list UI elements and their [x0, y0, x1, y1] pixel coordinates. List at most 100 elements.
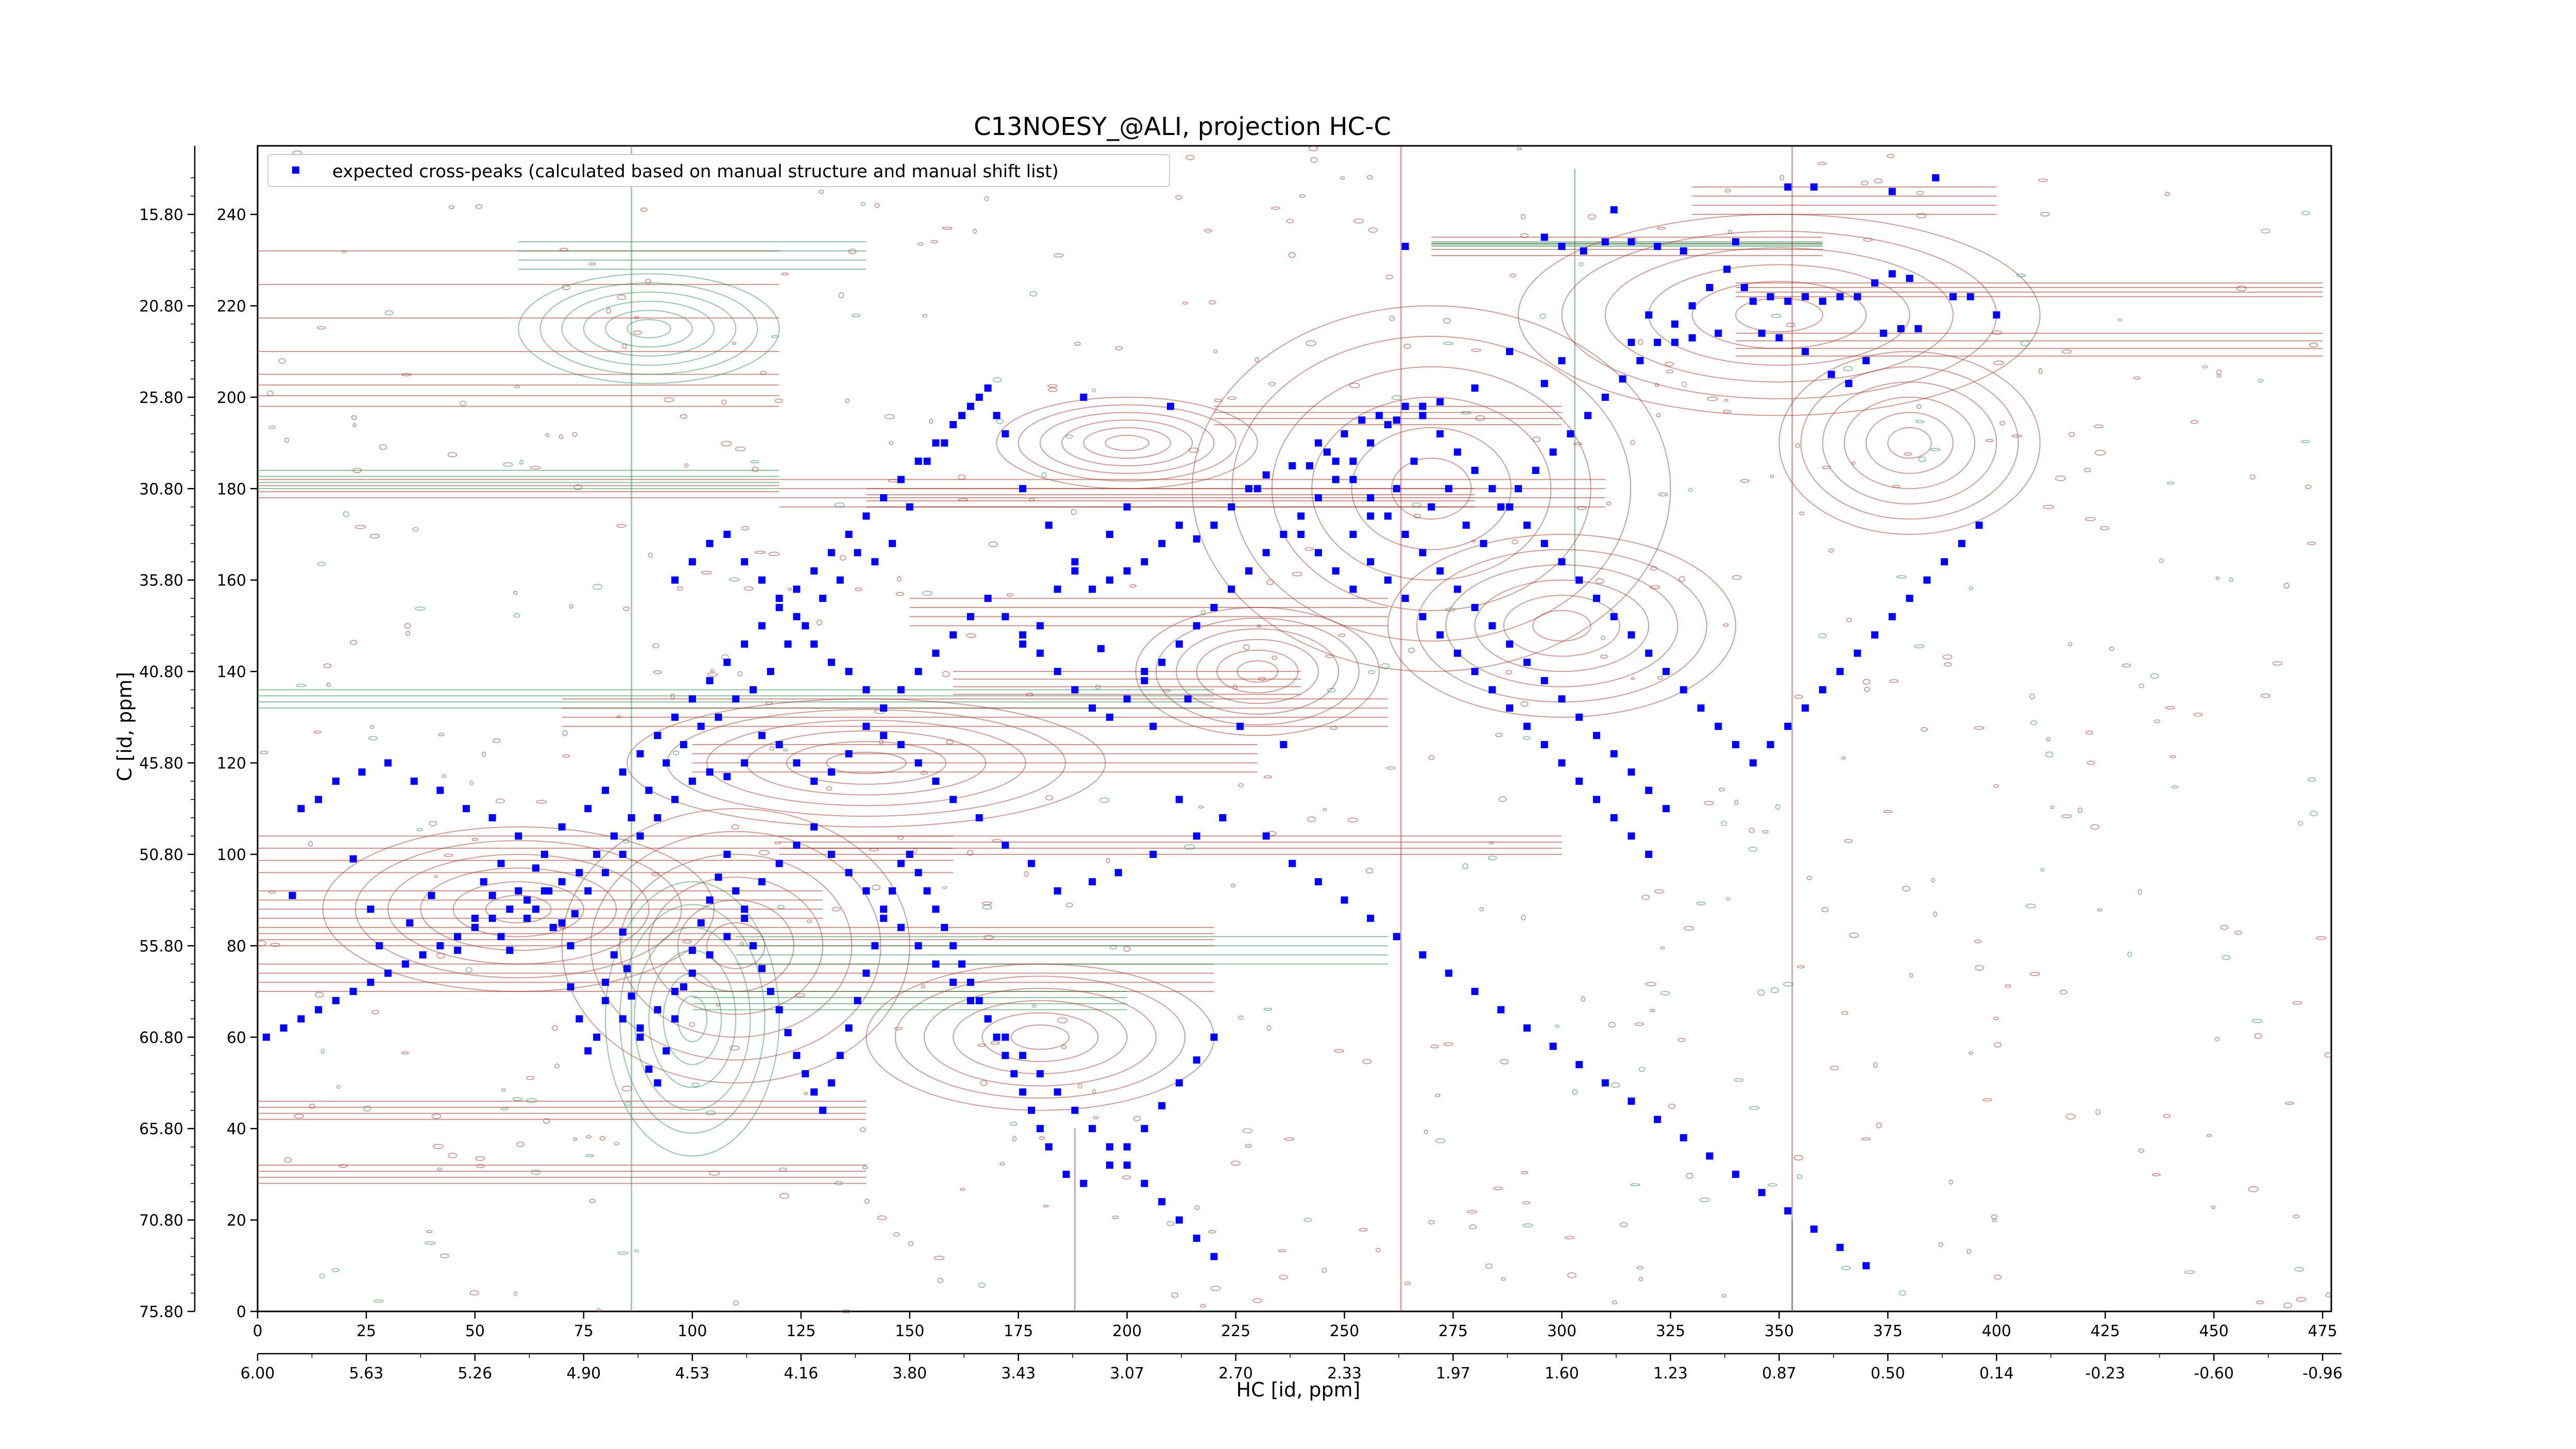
noise-contour — [1430, 1044, 1439, 1049]
noise-contour — [379, 444, 387, 450]
noise-contour — [1286, 218, 1294, 224]
cross-peak-marker — [1036, 1125, 1044, 1133]
noise-contour — [721, 441, 732, 447]
noise-contour — [449, 205, 454, 209]
noise-contour — [1601, 635, 1605, 641]
cross-peak-marker — [1410, 458, 1418, 465]
noise-contour — [855, 587, 862, 592]
cross-peak-marker — [1645, 649, 1653, 657]
noise-contour — [633, 330, 642, 335]
y-ppm-tick-label: 40.80 — [139, 663, 183, 681]
noise-contour — [1720, 821, 1727, 827]
noise-contour — [874, 203, 880, 208]
cross-peak-marker — [671, 796, 679, 803]
cross-peak-marker — [1002, 430, 1009, 437]
noise-contour — [336, 1085, 341, 1089]
cross-peak-marker — [628, 814, 635, 821]
cross-peak-marker — [332, 997, 340, 1004]
noise-contour — [1123, 946, 1131, 952]
noise-contour — [1555, 1024, 1560, 1028]
cross-peak-marker — [706, 540, 714, 547]
x-ppm-tick-label: 4.90 — [566, 1364, 601, 1383]
noise-contour — [1109, 945, 1117, 950]
noise-contour — [2138, 1148, 2145, 1153]
noise-contour — [1635, 1022, 1644, 1026]
noise-contour — [1232, 684, 1238, 690]
x-ppm-tick-label: 3.07 — [1110, 1364, 1144, 1383]
cross-peak-marker — [1428, 503, 1435, 511]
cross-peak-marker — [1549, 1042, 1557, 1050]
cross-peak-marker — [1349, 531, 1357, 538]
noise-contour — [2109, 647, 2114, 651]
cross-peak-marker — [1071, 558, 1079, 566]
cross-peak-marker — [1888, 613, 1896, 620]
cross-peak-marker — [1002, 1052, 1009, 1059]
cross-peak-marker — [1089, 878, 1096, 886]
cross-peak-marker — [1688, 302, 1696, 310]
cross-peak-marker — [1419, 613, 1427, 620]
noise-contour — [2283, 1302, 2292, 1309]
noise-contour — [1209, 300, 1216, 305]
x-ppm-axis: 6.00 5.63 5.26 4.90 4.53 4.16 3.80 3.43 3.07 2.70… — [241, 1353, 2343, 1383]
cross-peak-marker — [932, 439, 940, 447]
y-index-tick-label: 80 — [227, 937, 246, 955]
cross-peak-marker — [349, 855, 357, 863]
noise-contour — [1902, 885, 1910, 892]
cross-peak-marker — [732, 887, 740, 895]
noise-contour — [1522, 1223, 1533, 1227]
cross-peak-marker — [1610, 206, 1618, 214]
cross-peak-marker — [1888, 270, 1896, 278]
x-index-tick-label: 125 — [786, 1322, 816, 1340]
x-ppm-tick-label: 1.23 — [1653, 1364, 1688, 1383]
cross-peak-marker — [1367, 915, 1375, 922]
cross-peak-marker — [1445, 485, 1453, 493]
noise-contour — [760, 370, 767, 375]
x-ppm-tick-label: 1.97 — [1436, 1364, 1470, 1383]
noise-contour — [2045, 751, 2054, 757]
cross-peak-marker — [1697, 704, 1705, 712]
noise-contour — [1408, 647, 1415, 653]
noise-contour — [1389, 315, 1395, 321]
x-ppm-tick-label: 3.80 — [892, 1364, 927, 1383]
noise-contour — [2256, 1300, 2264, 1304]
cross-peak-marker — [1393, 485, 1400, 493]
noise-contour — [1359, 1227, 1368, 1232]
cross-peak-marker — [1210, 521, 1218, 529]
cross-peak-marker — [584, 887, 592, 895]
noise-contour — [2030, 720, 2038, 725]
cross-peak-marker — [1610, 814, 1618, 821]
cross-peak-marker — [1419, 549, 1427, 557]
cross-peak-marker — [906, 503, 913, 511]
cross-peak-marker — [1506, 704, 1514, 712]
contour-ring — [1387, 534, 1736, 718]
cross-peak-marker — [1758, 1189, 1766, 1197]
cross-peak-marker — [1262, 832, 1270, 840]
noise-contour — [1645, 982, 1656, 986]
noise-contour — [1991, 1219, 1997, 1222]
cross-peak-marker — [1210, 603, 1218, 611]
noise-contour — [2029, 972, 2040, 976]
noise-contour — [992, 839, 1002, 843]
noise-contour — [2164, 192, 2170, 196]
noise-contour — [2068, 642, 2073, 647]
noise-contour — [319, 1273, 325, 1279]
cross-peak-marker — [1584, 412, 1592, 419]
cross-peak-marker — [1089, 704, 1096, 712]
noise-contour — [552, 1025, 558, 1031]
noise-contour — [982, 904, 992, 910]
cross-peak-marker — [1619, 375, 1626, 383]
noise-contour — [1310, 157, 1318, 163]
cross-peak-marker — [880, 915, 888, 922]
cross-peak-marker — [845, 668, 853, 676]
noise-contour — [1768, 1183, 1777, 1187]
cross-peak-marker — [854, 549, 861, 557]
noise-contour — [1656, 413, 1661, 417]
noise-contour — [1577, 506, 1587, 510]
cross-peak-marker — [1045, 521, 1053, 529]
noise-contour — [569, 604, 573, 609]
noise-contour — [1214, 398, 1223, 402]
noise-contour — [1654, 383, 1659, 387]
contour-ring — [1176, 628, 1340, 715]
noise-contour — [559, 248, 569, 251]
cross-peak-marker — [1601, 393, 1609, 401]
